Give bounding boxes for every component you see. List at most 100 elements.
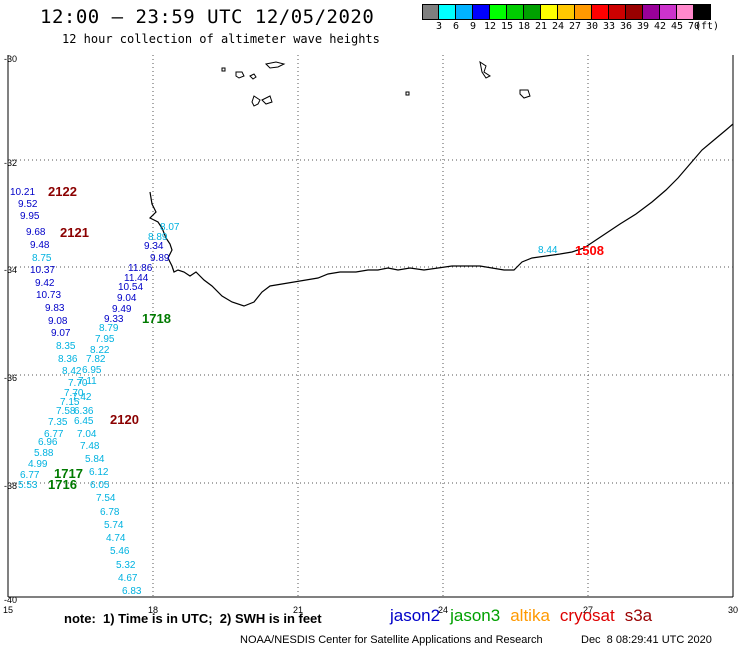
legend-swatch	[456, 4, 473, 20]
legend-label: 6	[452, 21, 460, 32]
lat-label: -40	[4, 595, 17, 605]
legend-swatch	[694, 4, 711, 20]
legend-swatch	[558, 4, 575, 20]
lat-label: -38	[4, 481, 17, 491]
jason2-swh-value: 9.33	[104, 314, 124, 325]
latitude-labels: -30 -32 -34 -36 -38 -40	[4, 54, 17, 605]
cyan-swh-value: 5.74	[104, 520, 124, 531]
cyan-swh-value: 8.07	[160, 222, 180, 233]
legend-label: 36	[619, 21, 633, 32]
pass-time-label: 1508	[575, 243, 604, 258]
cyan-swh-value: 4.67	[118, 573, 138, 584]
cyan-swh-value: 6.77	[20, 470, 40, 481]
jason2-swh-value: 9.08	[48, 316, 68, 327]
satellite-name: jason2	[390, 606, 441, 625]
legend-swatch	[575, 4, 592, 20]
lon-label: 18	[148, 605, 158, 615]
jason2-swh-value: 9.89	[150, 253, 170, 264]
legend-label: 21	[534, 21, 548, 32]
legend-label: 18	[517, 21, 531, 32]
legend-label: (ft)	[694, 21, 720, 32]
legend-swatch	[643, 4, 660, 20]
cyan-swh-value: 8.89	[148, 232, 168, 243]
legend-swatch	[541, 4, 558, 20]
legend-label: 24	[551, 21, 565, 32]
cyan-swh-value: 6.78	[100, 507, 120, 518]
legend-label: 3	[435, 21, 443, 32]
cyan-swh-value: 5.88	[34, 448, 54, 459]
jason2-swh-value: 9.04	[117, 293, 137, 304]
footer-note: note: 1) Time is in UTC; 2) SWH is in fe…	[64, 611, 322, 626]
cyan-swh-value: 7.35	[48, 417, 68, 428]
jason2-swh-value: 9.42	[35, 278, 55, 289]
legend-label: 9	[469, 21, 477, 32]
page-subtitle: 12 hour collection of altimeter wave hei…	[62, 32, 380, 46]
lon-label: 27	[583, 605, 593, 615]
cyan-swh-value: 5.53	[18, 480, 38, 491]
cyan-swh-value: 5.46	[110, 546, 130, 557]
credit-line: NOAA/NESDIS Center for Satellite Applica…	[240, 634, 543, 646]
jason2-swh-value: 11.86	[128, 263, 153, 274]
pass-time-label: 2120	[110, 412, 139, 427]
longitude-labels: 15 18 21 24 27 30	[3, 605, 738, 615]
jason2-swh-value: 9.68	[26, 227, 46, 238]
cyan-swh-value: 7.70	[64, 388, 84, 399]
lat-label: -30	[4, 54, 17, 64]
legend-swatch	[439, 4, 456, 20]
legend-label: 12	[483, 21, 497, 32]
cyan-swh-value: 7.48	[80, 441, 100, 452]
legend-label: 33	[602, 21, 616, 32]
cyan-swh-value: 4.74	[106, 533, 126, 544]
jason2-swh-value: 10.54	[118, 282, 143, 293]
cyan-swh-value: 6.36	[74, 406, 94, 417]
cyan-swh-value: 8.35	[56, 341, 76, 352]
lon-label: 30	[728, 605, 738, 615]
cyan-swh-value: 7.11	[78, 376, 97, 387]
lat-label: -36	[4, 373, 17, 383]
jason2-swh-value: 9.48	[30, 240, 50, 251]
cyan-swh-value: 6.45	[74, 416, 94, 427]
legend-swatch	[524, 4, 541, 20]
legend-label: 70	[687, 21, 701, 32]
map-frame	[7, 55, 734, 598]
cyan-swh-value: 5.32	[116, 560, 136, 571]
lat-label: -34	[4, 265, 17, 275]
cyan-swh-value: 6.83	[122, 586, 142, 597]
cyan-swh-value: 7.15	[60, 397, 80, 408]
legend-swatch	[609, 4, 626, 20]
jason2-swh-value: 9.34	[144, 241, 164, 252]
jason2-swh-value: 10.73	[36, 290, 61, 301]
legend-swatch	[660, 4, 677, 20]
legend-label: 42	[653, 21, 667, 32]
jason2-swh-value: 10.37	[30, 265, 55, 276]
legend-label: 15	[500, 21, 514, 32]
altimeter-track-values: 8.078.89 8.75 8.797.958.22 8.35 7.82 8.36 6.95…	[18, 222, 558, 597]
color-legend: 3 6 9 12 15 18 21 24 27 30 33 36 39 42 45 70 (ft)	[422, 4, 719, 34]
cyan-swh-value: 6.77	[44, 429, 64, 440]
legend-swatch	[677, 4, 694, 20]
page-title: 12:00 – 23:59 UTC 12/05/2020	[40, 6, 375, 28]
pass-time-label: 1716	[48, 477, 77, 492]
lon-label: 15	[3, 605, 13, 615]
cyan-swh-value: 7.04	[77, 429, 97, 440]
legend-labels: 3 6 9 12 15 18 21 24 27 30 33 36 39 42 45 70 (ft)	[422, 20, 719, 34]
satellite-name: jason3	[450, 606, 501, 625]
cyan-swh-value: 7.54	[96, 493, 116, 504]
lon-label: 24	[438, 605, 448, 615]
lat-label: -32	[4, 158, 17, 168]
satellite-name: cryosat	[559, 606, 615, 625]
pass-time-label: 2121	[60, 225, 89, 240]
jason2-swh-value: 9.52	[18, 199, 38, 210]
satellite-legend: jason2 jason3 altika cryosat s3a	[390, 606, 662, 626]
cyan-swh-value: 6.96	[38, 437, 58, 448]
jason2-swh-value: 11.44	[124, 273, 149, 284]
cyan-swh-value: 8.42	[62, 366, 82, 377]
legend-label: 30	[585, 21, 599, 32]
cyan-swh-value: 6.12	[89, 467, 109, 478]
pass-time-label: 1717	[54, 466, 83, 481]
graticule	[8, 55, 733, 597]
pass-time-label: 2122	[48, 184, 77, 199]
cyan-swh-value: 7.70	[68, 378, 88, 389]
